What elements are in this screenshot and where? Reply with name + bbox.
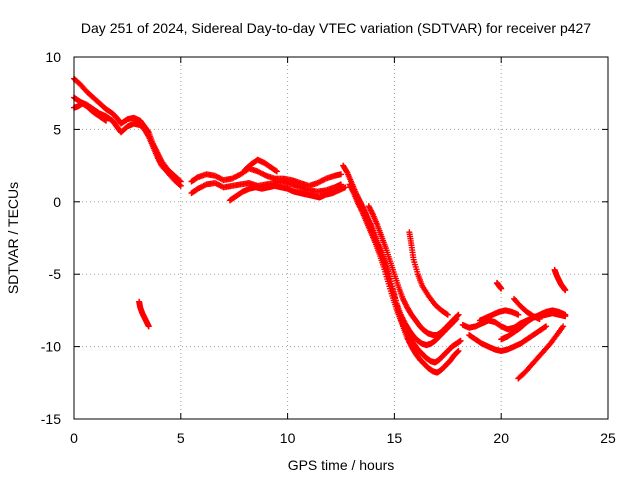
series-s8 <box>241 156 280 175</box>
data-point <box>560 323 567 330</box>
data-point <box>454 348 461 355</box>
series-s7 <box>226 182 349 204</box>
series-s3 <box>71 100 110 124</box>
data-point <box>498 285 505 292</box>
series-s18 <box>515 323 567 382</box>
series-s2 <box>71 75 184 185</box>
data-point <box>455 311 462 318</box>
data-point <box>443 311 450 318</box>
series-s21 <box>498 307 569 343</box>
data-point <box>338 171 344 178</box>
series-s9 <box>340 162 462 376</box>
series-s11 <box>355 195 460 349</box>
data-point <box>541 324 548 331</box>
plot-frame <box>73 56 609 420</box>
series-s20 <box>551 266 569 294</box>
data-points <box>71 75 569 382</box>
y-tick-label: -15 <box>41 411 61 427</box>
data-point <box>145 323 152 330</box>
data-point <box>273 168 280 175</box>
data-point <box>455 347 462 354</box>
data-point <box>342 184 349 191</box>
series-s13 <box>406 229 451 318</box>
y-tick-label: -5 <box>49 266 62 282</box>
data-point <box>176 177 183 184</box>
data-point <box>457 337 464 344</box>
y-tick-label: 10 <box>45 49 61 65</box>
series-s16 <box>476 307 522 324</box>
series-s4 <box>136 298 152 330</box>
y-tick-label: 0 <box>53 194 61 210</box>
x-axis-label: GPS time / hours <box>288 457 395 473</box>
data-point <box>543 323 550 330</box>
y-tick-label: -10 <box>41 339 61 355</box>
data-point <box>515 311 522 318</box>
chart-title: Day 251 of 2024, Sidereal Day-to-day VTE… <box>81 20 591 36</box>
y-axis-label: SDTVAR / TECUs <box>5 182 21 294</box>
data-point <box>272 167 279 174</box>
x-tick-label: 10 <box>280 430 296 446</box>
grid <box>74 57 608 419</box>
series-s6 <box>188 165 344 189</box>
data-point <box>454 312 461 319</box>
x-tick-labels: 0 5 10 15 20 25 <box>70 430 616 446</box>
x-tick-label: 0 <box>70 430 78 446</box>
data-point <box>562 311 569 318</box>
data-point <box>101 116 108 123</box>
y-tick-label: 5 <box>53 121 61 137</box>
y-tick-labels: 10 5 0 -5 -10 -15 <box>41 49 61 427</box>
data-point <box>177 178 184 185</box>
x-tick-label: 5 <box>177 430 185 446</box>
axis-ticks <box>73 56 609 420</box>
x-tick-label: 15 <box>387 430 403 446</box>
series-s15 <box>466 323 550 354</box>
x-tick-label: 20 <box>493 430 509 446</box>
series-s12 <box>365 203 462 339</box>
data-point <box>103 117 110 124</box>
data-point <box>562 287 569 294</box>
x-tick-label: 25 <box>600 430 616 446</box>
data-point <box>444 311 451 318</box>
series-s17 <box>493 279 505 292</box>
